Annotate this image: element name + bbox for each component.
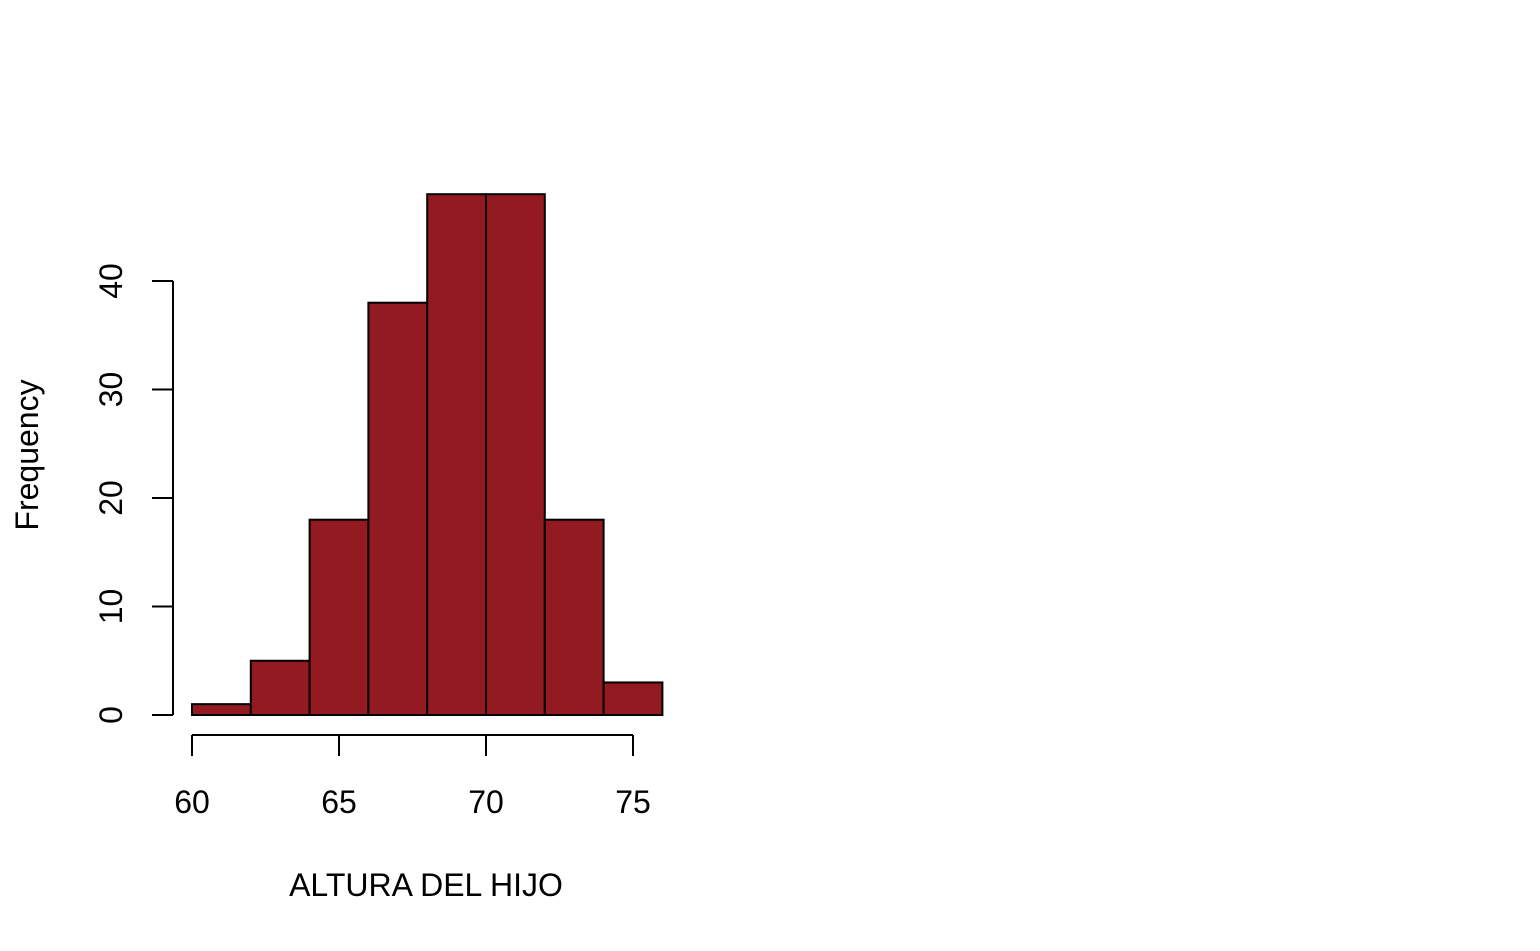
y-tick-label: 0 [93,706,129,724]
bars [191,193,664,717]
y-tick-label: 40 [93,263,129,299]
histogram-bar-1 [249,659,311,716]
x-tick-label: 65 [321,784,357,820]
histogram-bar-6 [543,518,605,717]
y-axis-title: Frequency [9,379,45,530]
histogram-bar-2 [308,518,370,717]
x-axis-title: ALTURA DEL HIJO [289,867,563,903]
histogram-bar-7 [602,681,664,717]
y-axis: 0 10 20 30 40 [93,263,174,724]
y-tick-label: 30 [93,372,129,408]
histogram-bar-4 [426,193,488,716]
y-tick-label: 20 [93,480,129,516]
x-tick-label: 75 [615,784,651,820]
x-tick-label: 70 [468,784,504,820]
histogram-bar-0 [191,703,252,717]
x-axis: 60 65 70 75 [174,734,651,820]
histogram-bar-5 [485,193,546,716]
x-tick-label: 60 [174,784,210,820]
y-tick-label: 10 [93,589,129,625]
histogram-bar-3 [367,301,429,716]
